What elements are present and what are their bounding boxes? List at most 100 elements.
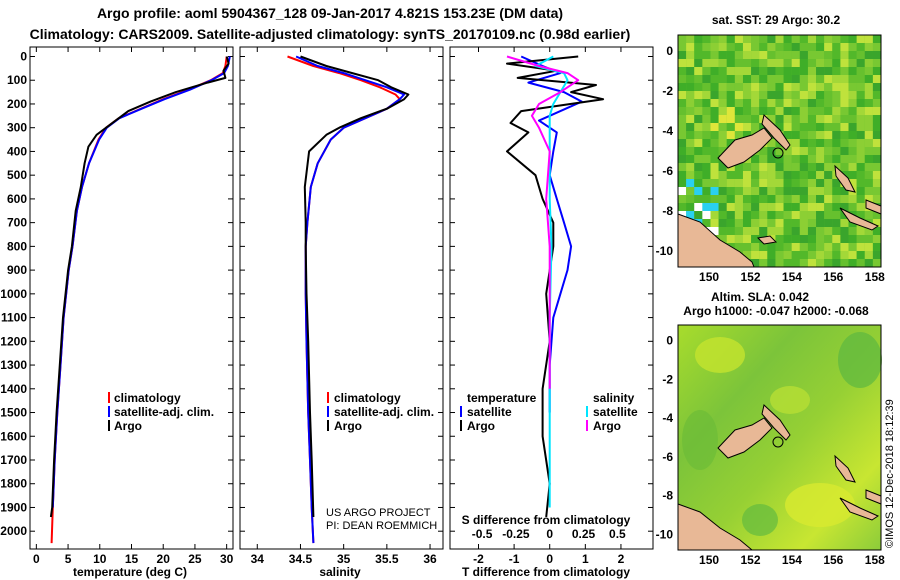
sst-cell	[718, 179, 727, 188]
sst-cell	[832, 179, 841, 188]
sst-cell	[848, 43, 857, 52]
sal-legend-argo: Argo	[334, 419, 362, 433]
sst-cell	[694, 35, 703, 44]
sst-cell	[718, 171, 727, 180]
sst-cell	[864, 251, 873, 260]
sst-cell	[734, 75, 744, 84]
sst-cell	[840, 203, 849, 212]
sst-cell	[775, 35, 784, 44]
sst-cell	[856, 35, 865, 44]
sst-cell	[718, 91, 727, 100]
sst-cell	[718, 211, 727, 220]
sst-cell	[710, 59, 719, 68]
sst-cell	[759, 59, 768, 68]
sla-argo-marker	[772, 436, 784, 448]
sst-cell	[783, 99, 792, 108]
sst-cell	[678, 107, 687, 116]
sst-cell	[832, 243, 841, 252]
sst-cell	[824, 243, 833, 252]
sst-cell	[832, 91, 841, 100]
sst-cell	[799, 251, 808, 260]
sst-cell	[702, 195, 711, 204]
sst-cell	[872, 171, 882, 180]
sst-cell	[726, 67, 735, 76]
sst-cell	[840, 163, 849, 172]
sst-cell	[694, 171, 703, 180]
sst-cell	[799, 91, 808, 100]
sst-cell	[816, 91, 825, 100]
sst-cell	[848, 227, 857, 236]
sst-cell	[718, 99, 727, 108]
sst-cell	[816, 35, 825, 44]
sst-cell	[872, 131, 882, 140]
sst-cell	[799, 211, 808, 220]
sst-cell	[848, 83, 857, 92]
sst-cell	[694, 59, 703, 68]
sst-cell	[816, 75, 825, 84]
sst-cell	[759, 147, 768, 156]
sst-cell	[783, 187, 792, 196]
sst-cell	[718, 147, 727, 156]
sst-cell	[799, 163, 808, 172]
sla_map-lat-tick-label: -6	[662, 450, 673, 464]
sst-cell	[783, 91, 792, 100]
sst-map-frame	[677, 34, 882, 268]
sst-cell	[759, 43, 768, 52]
sst-cell	[807, 171, 817, 180]
sst-cell	[816, 123, 825, 132]
sst-map-title: sat. SST: 29 Argo: 30.2	[712, 13, 841, 27]
sst-cell	[799, 179, 808, 188]
sst-cell	[751, 211, 760, 220]
sst-cell	[767, 243, 776, 252]
sst-cell	[686, 35, 695, 44]
sst-cell	[832, 99, 841, 108]
sst-cell	[775, 195, 784, 204]
sst-cell	[694, 131, 703, 140]
difference-xtick-label: 0	[546, 552, 553, 566]
depth-tick-label: 1900	[0, 500, 27, 514]
depth-tick-label: 1500	[0, 406, 27, 420]
sst-cell	[807, 251, 817, 260]
sst-cell	[816, 59, 825, 68]
sst-cell	[783, 203, 792, 212]
sst-cell	[791, 163, 800, 172]
sst-cell	[694, 83, 703, 92]
sst-cell	[799, 243, 808, 252]
sst-cell	[767, 259, 776, 268]
depth-tick-label: 1100	[1, 311, 27, 325]
sst-cell	[799, 227, 808, 236]
sst-cell	[702, 163, 711, 172]
sst-cell	[775, 163, 784, 172]
sst-cell	[791, 115, 800, 124]
sst-cell	[742, 219, 752, 228]
difference-series-s-satellite	[534, 55, 569, 508]
sst-cell	[791, 195, 800, 204]
sst-cell	[775, 179, 784, 188]
sst-cell	[807, 83, 817, 92]
sst-cell	[824, 43, 833, 52]
sst-cell	[751, 115, 760, 124]
sst-cell	[840, 107, 849, 116]
sst-cell	[824, 235, 833, 244]
sst-cell	[799, 139, 808, 148]
temp-legend-satellite: satellite-adj. clim.	[114, 405, 214, 419]
sst-cell	[872, 259, 882, 268]
sst-cell	[734, 83, 744, 92]
sst-cell	[742, 235, 752, 244]
sla-blob-2	[838, 332, 882, 388]
sst-cell	[799, 51, 808, 60]
sst-cell	[775, 107, 784, 116]
s-difference-tick-label: -0.5	[472, 527, 493, 541]
sst-cell	[718, 75, 727, 84]
sst-cell	[742, 251, 752, 260]
sst-cell	[864, 123, 873, 132]
sst-cell	[807, 75, 817, 84]
sst-cell	[816, 147, 825, 156]
sst-cell	[710, 83, 719, 92]
sst-cell	[799, 203, 808, 212]
sst-cell	[856, 123, 865, 132]
sst-cell	[767, 251, 776, 260]
sst-cell	[799, 195, 808, 204]
diff-legend-swatch-t-argo	[460, 420, 462, 431]
sst-cell	[694, 43, 703, 52]
